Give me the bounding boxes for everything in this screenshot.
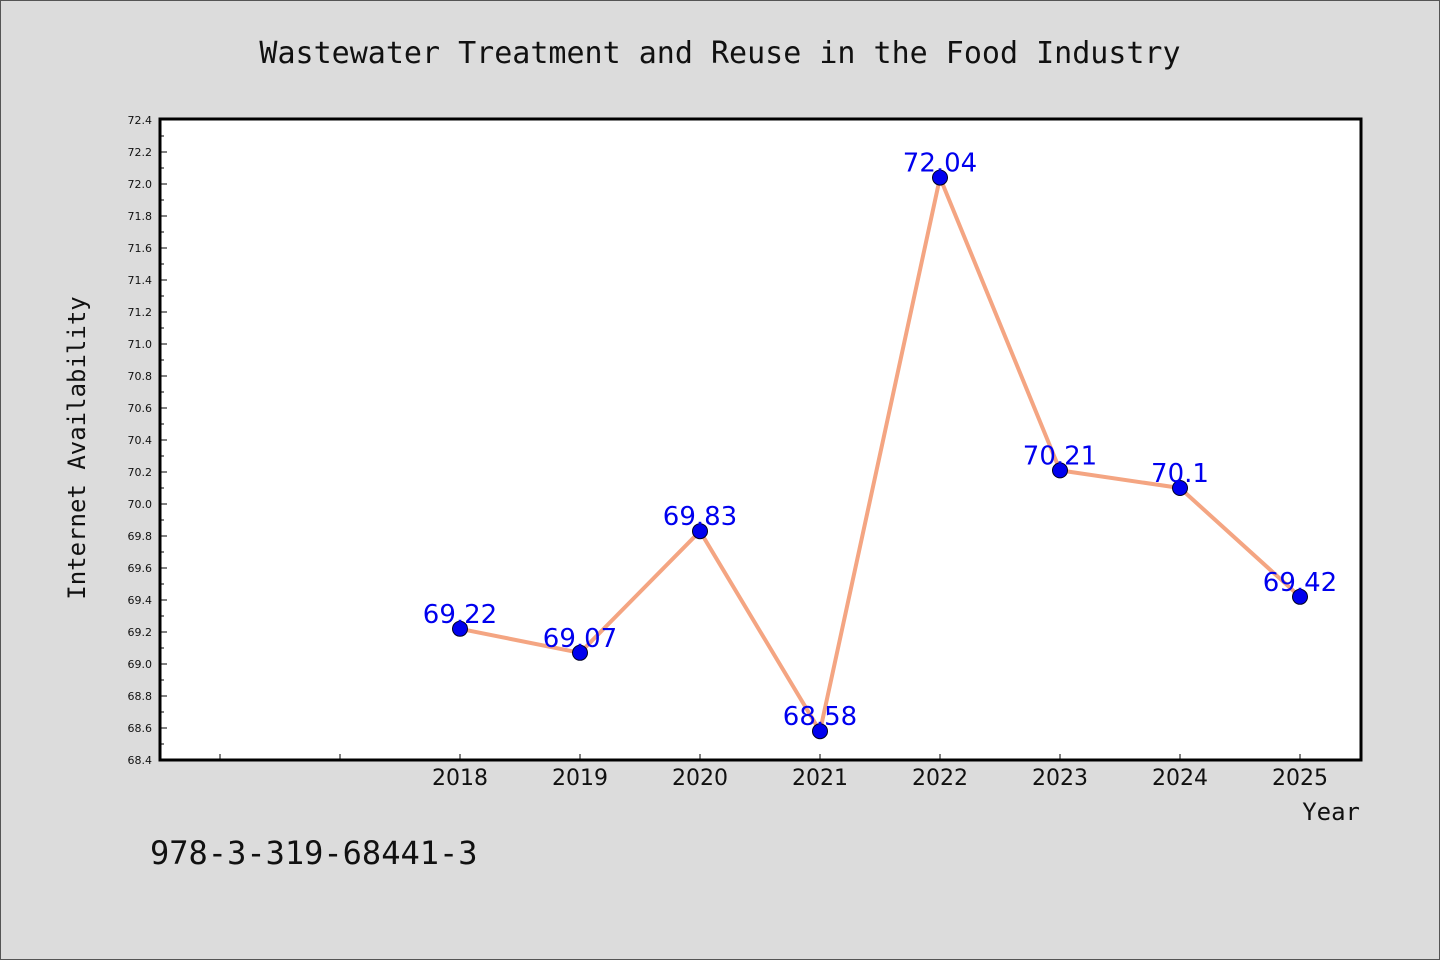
data-label: 69.42 bbox=[1263, 568, 1337, 598]
x-tick-label: 2021 bbox=[792, 766, 848, 791]
series-line-segment bbox=[1178, 486, 1302, 599]
y-axis: 68.4 68.6 68.8 69.0 69.2 69.4 69.6 69.8 70.0 70.2… bbox=[128, 114, 167, 767]
data-point bbox=[1052, 462, 1068, 479]
y-tick-label: 71.0 bbox=[128, 338, 153, 351]
y-tick-label: 69.0 bbox=[128, 658, 153, 671]
y-tick-label: 69.4 bbox=[128, 594, 153, 607]
x-axis: 2018 2019 2020 2021 2022 2023 2024 2025 bbox=[219, 754, 1328, 791]
data-label: 72.04 bbox=[903, 149, 977, 179]
y-tick-label: 71.2 bbox=[128, 306, 153, 319]
y-tick-label: 70.6 bbox=[128, 402, 153, 415]
y-tick-label: 68.6 bbox=[128, 722, 153, 735]
data-label: 69.07 bbox=[543, 624, 617, 654]
y-tick-label: 69.2 bbox=[128, 626, 153, 639]
x-tick-label: 2022 bbox=[912, 766, 968, 791]
data-point bbox=[1292, 588, 1308, 605]
y-tick-label: 70.2 bbox=[128, 466, 153, 479]
plot-area bbox=[158, 117, 1363, 762]
x-tick-label: 2018 bbox=[432, 766, 488, 791]
data-point bbox=[932, 169, 948, 186]
data-point bbox=[1172, 480, 1188, 496]
y-tick-label: 72.2 bbox=[128, 146, 153, 159]
x-tick-label: 2023 bbox=[1032, 766, 1088, 791]
y-tick-label: 69.6 bbox=[128, 562, 153, 575]
data-point bbox=[452, 620, 468, 637]
y-tick-label: 68.8 bbox=[128, 690, 153, 703]
series-line-segment bbox=[1058, 468, 1182, 490]
y-tick-label: 72.0 bbox=[128, 178, 153, 191]
x-axis-label: Year bbox=[1302, 798, 1360, 826]
y-tick-label: 69.8 bbox=[128, 530, 153, 543]
data-label: 69.83 bbox=[663, 502, 737, 532]
y-tick-label: 70.8 bbox=[128, 370, 153, 383]
y-tick-label: 71.8 bbox=[128, 210, 153, 223]
data-point bbox=[572, 644, 588, 661]
y-tick-label: 68.4 bbox=[128, 754, 153, 767]
data-point bbox=[812, 723, 828, 740]
x-tick-label: 2020 bbox=[672, 766, 728, 791]
series-line-segment bbox=[578, 529, 702, 655]
data-label: 68.58 bbox=[783, 702, 857, 732]
y-tick-label: 71.6 bbox=[128, 242, 153, 255]
data-label: 70.21 bbox=[1023, 441, 1097, 471]
y-tick-label: 70.4 bbox=[128, 434, 153, 447]
series-line-segment bbox=[698, 529, 822, 734]
x-tick-label: 2024 bbox=[1152, 766, 1208, 791]
series-line-segment bbox=[818, 175, 942, 734]
data-label: 70.1 bbox=[1151, 459, 1209, 489]
data-label: 69.22 bbox=[423, 600, 497, 630]
series-line-segment bbox=[938, 175, 1062, 473]
data-point bbox=[692, 523, 708, 540]
data-labels: 69.22 69.07 69.83 68.58 72.04 70.21 70.1 69.42 bbox=[423, 149, 1337, 733]
y-tick-label: 71.4 bbox=[128, 274, 153, 287]
chart-title: Wastewater Treatment and Reuse in the Fo… bbox=[259, 36, 1180, 71]
footer-code: 978-3-319-68441-3 bbox=[150, 834, 478, 872]
y-tick-label: 70.0 bbox=[128, 498, 153, 511]
y-tick-label: 72.4 bbox=[128, 114, 153, 127]
x-tick-label: 2019 bbox=[552, 766, 608, 791]
series-line-segment bbox=[458, 626, 582, 655]
series-points bbox=[452, 169, 1308, 740]
x-tick-label: 2025 bbox=[1272, 766, 1328, 791]
y-axis-label: Internet Availability bbox=[63, 296, 91, 599]
series-lines bbox=[458, 175, 1302, 734]
